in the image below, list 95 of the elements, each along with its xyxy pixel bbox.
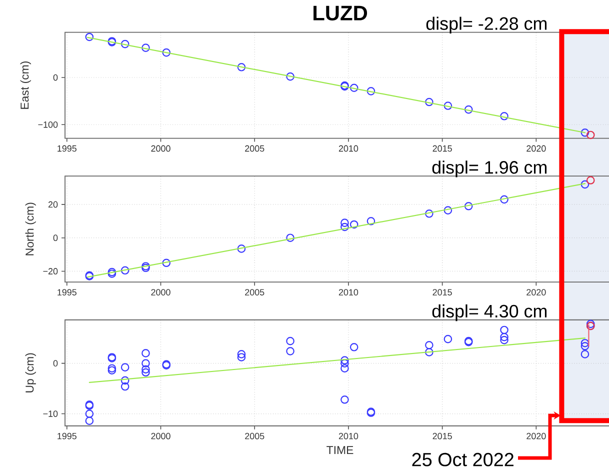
point (580, 128, 590, 137)
point (340, 364, 349, 372)
point (500, 112, 508, 120)
point (464, 105, 473, 114)
chart-title: LUZD (314, 6, 368, 21)
point (444, 334, 452, 344)
point (120, 363, 130, 372)
point (580, 342, 590, 350)
point (142, 264, 150, 272)
annotation: displ= -2.28 cm (426, 16, 547, 34)
point (340, 356, 349, 364)
y-tick-label: 0 (53, 360, 58, 366)
point (142, 359, 150, 368)
point (142, 262, 150, 270)
x-tick-label: 2015 (432, 432, 452, 440)
point (120, 382, 130, 391)
x-tick-label: 2010 (338, 145, 358, 152)
point (500, 336, 508, 344)
point (425, 348, 434, 356)
x-tick-label: 2005 (245, 145, 264, 152)
y-tick-label: 0 (53, 74, 58, 81)
point (444, 206, 452, 214)
point (425, 340, 434, 350)
x-tick-label: 2000 (151, 432, 170, 440)
x-tick-label: 2010 (338, 432, 358, 440)
point (350, 342, 358, 352)
x-tick-label: 2020 (526, 289, 546, 296)
annotation: displ= 1.96 cm (432, 160, 547, 178)
point (142, 368, 150, 377)
point (500, 332, 508, 342)
point (444, 102, 452, 110)
point (500, 326, 508, 334)
point (500, 195, 508, 204)
point (286, 336, 294, 346)
point (425, 209, 434, 218)
y-tick-label: −10 (43, 410, 58, 417)
point (108, 366, 116, 375)
annotation: displ= 4.30 cm (432, 304, 547, 322)
point (580, 350, 590, 358)
point (108, 364, 116, 372)
point (108, 270, 116, 278)
point (340, 395, 349, 404)
point (237, 350, 246, 358)
point (85, 416, 94, 425)
x-tick-label: 1995 (58, 289, 76, 296)
point (580, 338, 590, 348)
x-tick-label: 2020 (526, 432, 546, 440)
point (85, 410, 94, 418)
x-tick-label: 2020 (526, 145, 546, 152)
point (142, 349, 150, 358)
x-tick-label: 1995 (58, 432, 76, 440)
y-tick-label: −20 (43, 268, 58, 274)
point (580, 180, 590, 189)
point (366, 87, 376, 96)
point (162, 258, 171, 268)
point (340, 359, 349, 368)
point (120, 40, 130, 48)
point (120, 376, 130, 385)
point (108, 268, 116, 276)
point (350, 84, 358, 92)
text: 25 Oct 2022 (412, 452, 514, 466)
point (286, 234, 294, 242)
point (142, 365, 150, 374)
point (340, 222, 349, 232)
y-axis-title: East (cm) (20, 61, 31, 109)
point (162, 48, 171, 57)
x-tick-label: 2005 (245, 432, 264, 440)
point (142, 44, 150, 52)
x-tick-label: 1995 (58, 145, 76, 152)
x-tick-label: 2015 (432, 145, 452, 152)
x-tick-label: 2000 (151, 289, 170, 296)
point (366, 217, 376, 226)
point (237, 353, 246, 362)
x-axis-title: TIME (326, 446, 354, 454)
y-axis-title: Up (cm) (25, 353, 36, 392)
x-tick-label: 2000 (151, 145, 170, 152)
point (286, 347, 294, 356)
x-tick-label: 2010 (338, 289, 358, 296)
y-tick-label: 20 (48, 201, 58, 208)
point (425, 98, 434, 106)
point (464, 202, 473, 210)
point (586, 176, 595, 184)
point (237, 62, 246, 72)
point (85, 32, 94, 42)
y-tick-label: −100 (38, 121, 58, 128)
point (120, 266, 130, 275)
point (350, 220, 358, 229)
x-tick-label: 2015 (432, 289, 452, 296)
point (286, 72, 294, 81)
y-tick-label: 0 (53, 234, 58, 242)
point (237, 244, 246, 253)
y-axis-title: North (cm) (25, 202, 36, 256)
x-tick-label: 2005 (245, 289, 264, 296)
point (340, 218, 349, 227)
point (586, 130, 595, 140)
